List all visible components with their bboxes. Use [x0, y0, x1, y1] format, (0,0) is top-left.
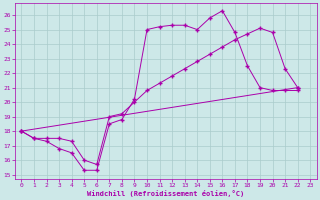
X-axis label: Windchill (Refroidissement éolien,°C): Windchill (Refroidissement éolien,°C) — [87, 190, 244, 197]
